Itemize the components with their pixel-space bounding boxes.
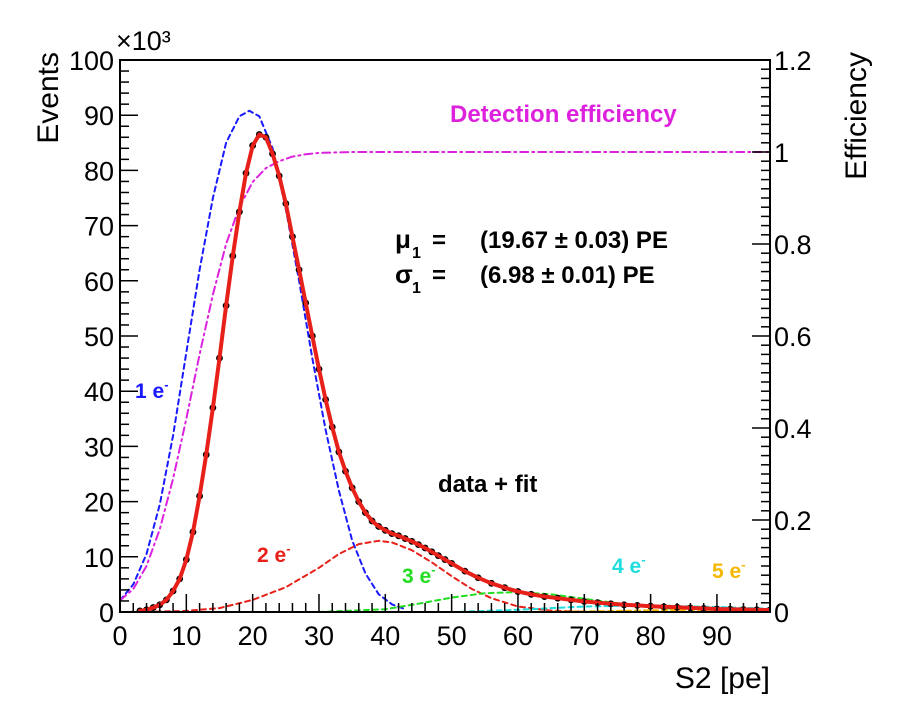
label-1e-text: 1 e — [135, 380, 164, 403]
label-5e-sup: - — [741, 557, 745, 572]
label-3e-text: 3 e — [402, 565, 431, 588]
annotation-detection-efficiency: Detection efficiency — [450, 101, 677, 128]
label-4e-sup: - — [641, 552, 645, 567]
y-tick-label: 80 — [84, 156, 114, 186]
annotation-sigma-value: (6.98 ± 0.01) PE — [480, 262, 655, 289]
label-2e-sup: - — [286, 541, 290, 556]
annotation-sigma-symbol: σ — [395, 259, 413, 289]
label-2e: 2 e- — [257, 541, 291, 567]
x-tick-label: 60 — [503, 621, 533, 651]
y-axis-right: 0 0.2 0.4 0.6 0.8 1 1.2 — [752, 46, 812, 628]
y2-tick-label: 0.6 — [774, 322, 812, 352]
annotation-mu-subscript: 1 — [412, 245, 421, 262]
y-tick-label: 0 — [99, 598, 114, 628]
series-fit-line — [137, 132, 770, 612]
y-tick-label: 60 — [84, 267, 114, 297]
x-tick-label: 40 — [370, 621, 400, 651]
y-tick-label: 50 — [84, 322, 114, 352]
y-tick-label: 10 — [84, 543, 114, 573]
label-4e: 4 e- — [612, 552, 646, 578]
annotation-mu-equals: = — [432, 227, 446, 254]
plot-frame — [119, 59, 771, 613]
x-tick-label: 30 — [304, 621, 334, 651]
y-axis-left: 0 10 20 30 40 50 60 70 80 90 100 — [69, 46, 138, 628]
label-5e: 5 e- — [712, 557, 746, 583]
series-3e-line — [318, 591, 685, 612]
annotation-sigma-equals: = — [432, 262, 446, 289]
annotation-mu-value: (19.67 ± 0.03) PE — [480, 227, 668, 254]
y2-tick-label: 1.2 — [774, 46, 812, 76]
x-tick-label: 70 — [569, 621, 599, 651]
y-axis-title: Events — [32, 52, 65, 144]
x-axis-title: S2 [pe] — [675, 662, 770, 695]
x-tick-label: 20 — [238, 621, 268, 651]
y-tick-label: 90 — [84, 101, 114, 131]
y2-tick-label: 0.8 — [774, 230, 812, 260]
x-axis: 0 10 20 30 40 50 60 70 80 90 — [112, 594, 771, 651]
label-5e-text: 5 e — [712, 560, 741, 583]
series-2e-line — [120, 539, 586, 612]
y2-tick-label: 0.2 — [774, 506, 812, 536]
y-tick-label: 20 — [84, 488, 114, 518]
x-tick-label: 50 — [437, 621, 467, 651]
label-2e-text: 2 e — [257, 544, 286, 567]
annotation-data-fit: data + fit — [438, 471, 537, 498]
series-efficiency-line — [120, 151, 770, 602]
annotation-mu-symbol: μ — [395, 224, 411, 254]
x-tick-label: 80 — [636, 621, 666, 651]
x-tick-label: 10 — [171, 621, 201, 651]
y2-tick-label: 0.4 — [774, 414, 812, 444]
label-3e-sup: - — [431, 562, 435, 577]
label-1e: 1 e- — [135, 377, 169, 403]
y2-tick-label: 0 — [774, 598, 789, 628]
label-4e-text: 4 e — [612, 555, 641, 578]
curves-layer — [120, 109, 770, 612]
series-1e-line — [120, 109, 407, 611]
label-1e-sup: - — [164, 377, 168, 392]
label-3e: 3 e- — [402, 562, 436, 588]
y-tick-label: 40 — [84, 377, 114, 407]
y2-tick-label: 1 — [774, 138, 789, 168]
y-tick-label: 100 — [69, 46, 114, 76]
y-axis-multiplier: ×10³ — [116, 26, 171, 56]
y2-axis-title: Efficiency — [840, 52, 873, 180]
y-tick-label: 70 — [84, 212, 114, 242]
x-tick-label: 90 — [702, 621, 732, 651]
annotation-sigma-subscript: 1 — [412, 280, 421, 297]
y-tick-label: 30 — [84, 432, 114, 462]
x-tick-label: 0 — [112, 621, 127, 651]
